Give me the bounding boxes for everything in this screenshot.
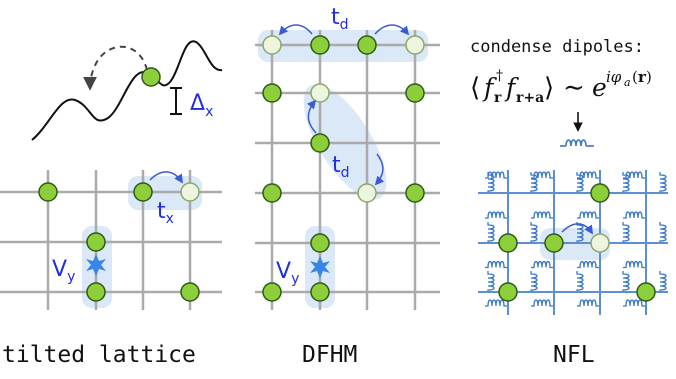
td-top-left-arrow — [278, 24, 313, 36]
svg-text:∼: ∼ — [563, 73, 585, 103]
caption-nfl: NFL — [553, 342, 595, 368]
tx-hop-arrow — [149, 171, 183, 184]
spring-coil — [623, 171, 645, 179]
dfhm-panel: td td Vy — [255, 5, 440, 310]
spring-coil — [623, 211, 645, 219]
spring-coil — [623, 260, 645, 269]
svg-text:f: f — [504, 73, 519, 102]
svg-text:⟩: ⟩ — [544, 73, 554, 103]
spring-coil — [531, 211, 553, 219]
spring-coil — [659, 271, 667, 293]
potential-star-icon-dfhm — [310, 256, 330, 278]
potential-star-icon — [86, 254, 106, 276]
spring-coil — [487, 222, 495, 244]
td-top-right-arrow — [374, 24, 410, 36]
spring-coil — [485, 260, 507, 269]
spring-coil — [577, 260, 599, 269]
spring-coil — [531, 260, 553, 269]
td-diag-up-arrow — [306, 99, 317, 134]
td-diag-down-arrow — [374, 153, 385, 186]
delta-bracket — [170, 87, 182, 115]
tunneling-arrow — [83, 45, 148, 91]
svg-text:(: ( — [632, 68, 638, 86]
spring-coil — [577, 299, 599, 307]
condense-dipoles-text: condense dipoles: — [470, 37, 644, 57]
spring-coil — [531, 171, 553, 179]
spring-coil — [487, 271, 495, 293]
nfl-sites — [498, 183, 656, 302]
nfl-panel: condense dipoles: ⟨ f r † f r+a ⟩ ∼ e iφ… — [470, 37, 668, 315]
spring-coil — [622, 222, 630, 244]
spring-coil — [623, 299, 645, 307]
delta-label: Δx — [190, 91, 213, 120]
dipole-formula: ⟨ f r † f r+a ⟩ ∼ e iφ a ( r ) — [470, 68, 652, 106]
svg-text:⟨: ⟨ — [470, 73, 480, 103]
particle-site — [141, 67, 161, 87]
spring-coil — [487, 172, 495, 194]
caption-dfhm: DFHM — [302, 342, 358, 368]
spring-coil — [622, 271, 630, 293]
svg-text:r: r — [494, 90, 502, 106]
tilted-sites — [38, 182, 200, 302]
spring-coil — [485, 171, 507, 179]
spring-coil — [485, 299, 507, 307]
td-top-label: td — [331, 5, 349, 33]
nfl-spring-bonds — [485, 171, 667, 307]
svg-text:e: e — [592, 73, 607, 102]
svg-text:): ) — [646, 68, 652, 86]
svg-text:iφ: iφ — [606, 68, 622, 86]
spring-coil — [622, 172, 630, 194]
spring-coil — [530, 222, 538, 244]
spring-coil — [659, 222, 667, 244]
spring-coil — [576, 172, 584, 194]
svg-text:r+a: r+a — [516, 90, 544, 106]
svg-text:f: f — [482, 73, 497, 102]
spring-coil — [576, 222, 584, 244]
spring-coil — [530, 172, 538, 194]
spring-coil — [530, 271, 538, 293]
spring-coil — [576, 271, 584, 293]
nfl-hop-arrow — [561, 223, 593, 235]
dfhm-sites — [262, 35, 425, 302]
vy-label-dfhm: Vy — [276, 259, 299, 287]
spring-coil — [485, 211, 507, 219]
tx-label: tx — [157, 199, 174, 227]
tilted-lattice-panel: Δx tx Vy — [0, 40, 223, 310]
svg-text:a: a — [624, 76, 631, 89]
caption-tilted-lattice: tilted lattice — [2, 342, 196, 368]
vy-label: Vy — [52, 257, 75, 285]
spring-icon — [560, 139, 594, 147]
svg-text:†: † — [496, 68, 503, 84]
spring-coil — [531, 299, 553, 307]
spring-coil — [577, 211, 599, 219]
spring-coil — [659, 172, 667, 194]
svg-text:r: r — [638, 68, 647, 86]
td-diag-label: td — [332, 153, 350, 181]
spring-coil — [577, 171, 599, 179]
